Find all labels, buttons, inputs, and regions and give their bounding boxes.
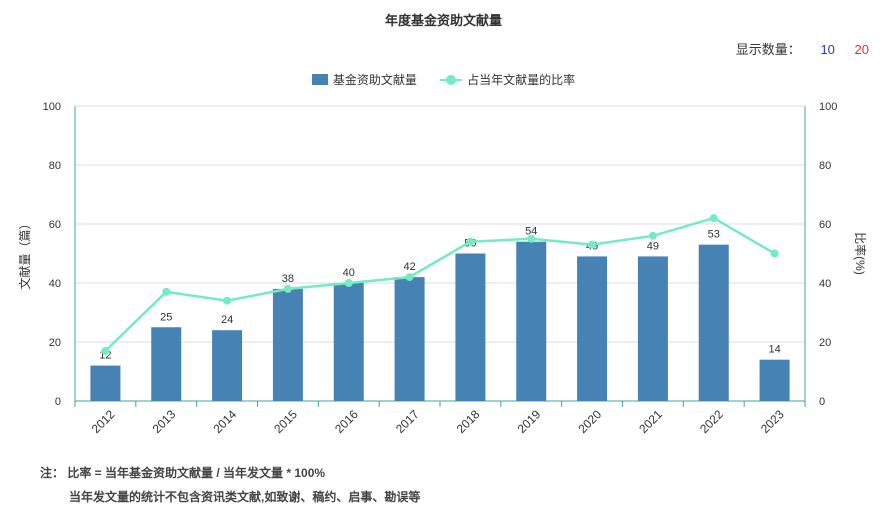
ratio-point-2023 xyxy=(770,249,779,258)
display-count-selector: 显示数量： 10 20 xyxy=(736,39,869,58)
ratio-point-2022 xyxy=(709,214,718,223)
bar-2023 xyxy=(759,359,790,401)
bar-2015 xyxy=(272,288,303,401)
ratio-point-2019 xyxy=(527,234,536,243)
bar-value-label: 25 xyxy=(160,311,172,323)
note-ratio-formula: 注： 比率 = 当年基金资助文献量 / 当年发文量 * 100% xyxy=(40,466,326,480)
count-option-20[interactable]: 20 xyxy=(854,42,869,57)
bar-value-label: 49 xyxy=(647,240,659,252)
y2-tick-label: 20 xyxy=(819,337,831,349)
y-tick-label: 20 xyxy=(49,337,61,349)
bar-2021 xyxy=(637,256,668,401)
bar-2016 xyxy=(333,283,364,401)
bar-value-label: 42 xyxy=(403,261,415,273)
ratio-point-2018 xyxy=(466,237,475,246)
x-tick-label: 2013 xyxy=(150,407,179,436)
x-tick-label: 2016 xyxy=(332,407,361,436)
bar-value-label: 53 xyxy=(708,229,720,241)
x-tick-label: 2017 xyxy=(393,407,422,436)
ratio-point-2020 xyxy=(588,240,597,249)
legend-bar-label: 基金资助文献量 xyxy=(332,73,417,87)
y2-tick-label: 40 xyxy=(819,278,831,290)
bar-2020 xyxy=(577,256,608,401)
x-tick-label: 2022 xyxy=(697,407,726,436)
ratio-point-2014 xyxy=(223,296,232,305)
y2-axis-title: 比率(%) xyxy=(853,232,868,275)
ratio-point-2012 xyxy=(101,346,110,355)
legend-line-label: 占当年文献量的比率 xyxy=(467,73,576,87)
ratio-point-2017 xyxy=(405,273,414,282)
bar-value-label: 14 xyxy=(768,344,780,356)
x-tick-label: 2021 xyxy=(636,407,665,436)
x-tick-label: 2020 xyxy=(575,407,604,436)
y-axis-title: 文献量（篇） xyxy=(17,217,32,289)
ratio-point-2015 xyxy=(283,284,292,293)
chart-title: 年度基金资助文献量 xyxy=(384,13,502,28)
display-count-label: 显示数量： xyxy=(735,42,801,57)
bar-2018 xyxy=(455,253,486,401)
y2-tick-label: 100 xyxy=(819,101,837,113)
y-tick-label: 80 xyxy=(49,160,61,172)
y-tick-label: 60 xyxy=(49,219,61,231)
ratio-line xyxy=(104,216,776,352)
ratio-point-2021 xyxy=(648,231,657,240)
legend-line-swatch xyxy=(440,74,463,85)
ratio-point-2016 xyxy=(344,279,353,287)
legend-bar-swatch xyxy=(311,74,328,85)
chart-legend: 基金资助文献量 占当年文献量的比率 xyxy=(0,71,887,88)
bar-2019 xyxy=(516,241,547,401)
chart-notes: 注： 比率 = 当年基金资助文献量 / 当年发文量 * 100% 当年发文量的统… xyxy=(40,461,420,509)
x-tick-label: 2019 xyxy=(515,407,544,436)
y2-tick-label: 60 xyxy=(819,219,831,231)
bar-2022 xyxy=(698,244,729,401)
ratio-point-2013 xyxy=(162,287,171,296)
count-option-10[interactable]: 10 xyxy=(820,42,835,57)
y-tick-label: 100 xyxy=(43,101,61,113)
x-tick-label: 2018 xyxy=(454,407,483,436)
y2-tick-label: 80 xyxy=(819,160,831,172)
note-exclusions: 当年发文量的统计不包含资讯类文献,如致谢、稿约、启事、勘误等 xyxy=(69,490,421,504)
y2-tick-label: 0 xyxy=(819,396,825,408)
bar-2017 xyxy=(394,277,425,401)
bar-value-label: 54 xyxy=(525,226,537,238)
bar-2013 xyxy=(151,327,182,401)
bar-value-label: 38 xyxy=(282,273,294,285)
legend-item-line[interactable]: 占当年文献量的比率 xyxy=(440,71,575,88)
x-tick-label: 2023 xyxy=(758,407,787,436)
x-tick-label: 2015 xyxy=(271,407,300,436)
x-tick-label: 2012 xyxy=(89,407,118,436)
x-tick-label: 2014 xyxy=(210,407,239,436)
bar-value-label: 40 xyxy=(343,267,355,279)
legend-item-bar[interactable]: 基金资助文献量 xyxy=(311,71,417,88)
y-tick-label: 0 xyxy=(55,396,61,408)
bar-2014 xyxy=(212,330,243,401)
y-tick-label: 40 xyxy=(49,278,61,290)
bar-value-label: 24 xyxy=(221,314,233,326)
bar-2012 xyxy=(90,365,121,401)
